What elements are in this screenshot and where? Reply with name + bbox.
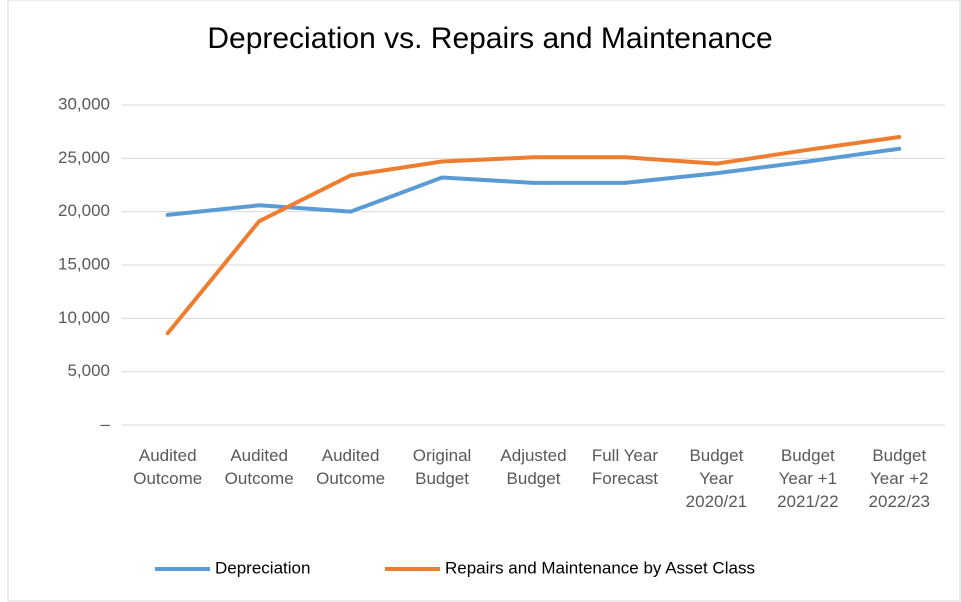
y-tick-label: – xyxy=(101,414,111,433)
x-tick-label: Budget Year +2 2022/23 xyxy=(869,446,930,511)
chart-title: Depreciation vs. Repairs and Maintenance xyxy=(207,22,772,55)
x-tick-label: Audited Outcome xyxy=(133,446,202,488)
x-tick-label: Audited Outcome xyxy=(316,446,385,488)
x-tick-label: Adjusted Budget xyxy=(500,446,566,488)
x-tick-label: Full Year Forecast xyxy=(592,446,658,488)
series-line xyxy=(165,135,902,336)
y-tick-label: 5,000 xyxy=(67,361,110,380)
y-tick-label: 25,000 xyxy=(58,148,110,167)
x-tick-label: Original Budget xyxy=(413,446,472,488)
y-tick-label: 30,000 xyxy=(58,94,110,113)
legend-label: Depreciation xyxy=(215,558,310,577)
x-tick-label: Audited Outcome xyxy=(225,446,294,488)
legend-label: Repairs and Maintenance by Asset Class xyxy=(445,558,755,577)
chart-frame xyxy=(7,0,961,602)
y-tick-label: 10,000 xyxy=(58,308,110,327)
x-tick-label: Budget Year 2020/21 xyxy=(686,446,747,511)
y-tick-label: 20,000 xyxy=(58,201,110,220)
y-tick-label: 15,000 xyxy=(58,254,110,273)
x-tick-label: Budget Year +1 2021/22 xyxy=(777,446,838,511)
